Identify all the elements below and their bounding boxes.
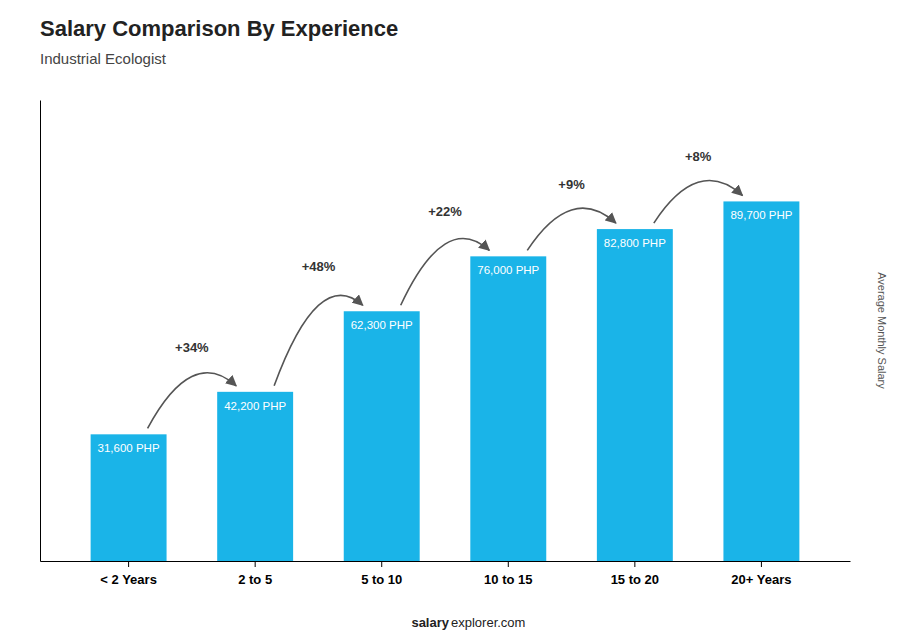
x-tick: < 2 Years	[100, 561, 157, 587]
x-tick-mark	[128, 561, 129, 567]
x-tick-mark	[255, 561, 256, 567]
data-label: 31,600 PHP	[98, 442, 160, 454]
x-tick: 10 to 15	[484, 561, 532, 587]
bar	[470, 256, 546, 561]
pct-label: +34%	[175, 340, 209, 355]
pct-label: +22%	[428, 204, 462, 219]
bar	[723, 201, 799, 561]
title: Salary Comparison By Experience	[40, 16, 398, 41]
arrow	[148, 373, 237, 429]
bars	[91, 201, 800, 561]
x-axis: < 2 Years 2 to 5 5 to 10 10 to 15 15 to 20 20…	[41, 561, 851, 587]
x-tick: 5 to 10	[361, 561, 402, 587]
arrow	[654, 181, 743, 224]
footer-rest: explorer.com	[451, 615, 525, 630]
chart: Salary Comparison By Experience Industria…	[0, 0, 900, 641]
plot: < 2 Years 2 to 5 5 to 10 10 to 15 15 to 20 20…	[41, 101, 851, 588]
y-axis-title: Average Monthly Salary	[876, 272, 888, 389]
x-tick-label: < 2 Years	[100, 572, 157, 587]
x-tick-label: 5 to 10	[361, 572, 402, 587]
arrow	[274, 295, 363, 386]
data-label: 62,300 PHP	[351, 319, 413, 331]
arrow	[527, 208, 616, 250]
x-tick-label: 20+ Years	[731, 572, 791, 587]
x-tick: 20+ Years	[731, 561, 791, 587]
x-tick-mark	[634, 561, 635, 567]
x-tick-mark	[761, 561, 762, 567]
subtitle: Industrial Ecologist	[40, 50, 167, 67]
x-tick-label: 2 to 5	[238, 572, 272, 587]
x-tick-mark	[508, 561, 509, 567]
data-labels: 31,600 PHP 42,200 PHP 62,300 PHP 76,000 PHP…	[98, 209, 793, 454]
x-tick: 15 to 20	[611, 561, 659, 587]
bar	[597, 229, 673, 561]
footer-bold: salary	[411, 615, 449, 630]
data-label: 82,800 PHP	[604, 237, 666, 249]
x-tick-label: 10 to 15	[484, 572, 532, 587]
annotations: +34% +48% +22% +9% +8%	[148, 149, 743, 428]
pct-label: +9%	[558, 177, 585, 192]
pct-label: +8%	[685, 149, 712, 164]
data-label: 89,700 PHP	[730, 209, 792, 221]
x-axis-line	[41, 561, 851, 562]
bar	[217, 392, 293, 561]
bar	[91, 434, 167, 561]
x-tick: 2 to 5	[238, 561, 272, 587]
y-axis-line	[40, 101, 41, 562]
data-label: 76,000 PHP	[477, 264, 539, 276]
y-axis	[40, 101, 41, 562]
x-tick-mark	[381, 561, 382, 567]
data-label: 42,200 PHP	[224, 400, 286, 412]
x-tick-label: 15 to 20	[611, 572, 659, 587]
pct-label: +48%	[302, 259, 336, 274]
bar	[344, 311, 420, 561]
arrow	[401, 238, 490, 305]
